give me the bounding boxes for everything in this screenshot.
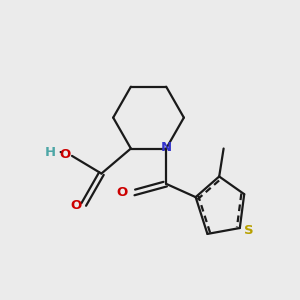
Text: O: O [70, 200, 81, 212]
Text: N: N [160, 141, 172, 154]
Text: O: O [116, 186, 127, 199]
Text: O: O [59, 148, 70, 161]
Text: H: H [44, 146, 56, 159]
Text: ·: · [57, 146, 62, 161]
Text: S: S [244, 224, 254, 238]
